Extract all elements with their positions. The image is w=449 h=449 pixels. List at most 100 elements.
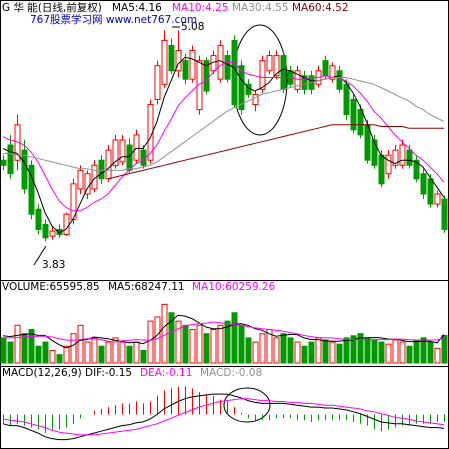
volume-bar	[147, 320, 154, 364]
legend-entry: MA10:60259.26	[192, 281, 276, 293]
legend-entry: MA30:4.55	[232, 2, 289, 14]
candle-body	[294, 70, 301, 90]
volume-bar	[154, 316, 161, 364]
volume-bar	[28, 329, 35, 364]
candle-body	[119, 139, 126, 163]
volume-bar	[378, 341, 385, 364]
indicator-line	[107, 124, 444, 180]
volume-title: VOLUME:65595.85	[2, 281, 100, 293]
volume-bar	[84, 341, 91, 364]
volume-bar	[0, 337, 7, 364]
volume-bar	[308, 341, 315, 364]
candle-body	[105, 149, 112, 180]
candle-body	[231, 39, 238, 106]
volume-bar	[329, 341, 336, 364]
volume-bar	[371, 339, 378, 364]
candle-body	[378, 154, 385, 185]
volume-bar	[21, 333, 28, 364]
candle-body	[392, 149, 399, 166]
volume-bar	[259, 333, 266, 364]
legend-entry: MACD:-0.08	[200, 367, 262, 379]
candle-body	[385, 154, 392, 175]
candle-body	[357, 109, 364, 136]
indicator-line	[2, 61, 445, 212]
candle-body	[350, 98, 357, 131]
legend-entry: MA5:68247.11	[108, 281, 185, 293]
legend-entry: DEA:-0.11	[140, 367, 192, 379]
candle-body	[420, 173, 427, 195]
candle-body	[154, 65, 161, 100]
volume-bar	[14, 324, 21, 364]
candle-body	[7, 144, 14, 175]
candle-body	[42, 223, 49, 239]
candle-body	[49, 230, 56, 237]
candle-body	[14, 124, 21, 161]
candle-body	[329, 65, 336, 80]
candle-body	[161, 39, 168, 85]
volume-bar	[273, 337, 280, 364]
volume-bar	[35, 345, 42, 364]
volume-bar	[112, 337, 119, 364]
volume-bar	[196, 324, 203, 364]
volume-bar	[91, 337, 98, 364]
indicator-line	[2, 393, 445, 441]
candle-body	[224, 55, 231, 80]
volume-bar	[406, 345, 413, 364]
candle-body	[273, 55, 280, 77]
candle-body	[441, 198, 448, 230]
volume-bar	[168, 312, 175, 364]
candle-body	[434, 193, 441, 205]
volume-bar	[238, 324, 245, 364]
volume-bar	[77, 324, 84, 364]
volume-bar	[294, 341, 301, 364]
legend-entry: MA10:4.25	[172, 2, 229, 14]
candle-body	[280, 55, 287, 90]
legend-entry: DIF:-0.15	[85, 367, 132, 379]
volume-bar	[203, 333, 210, 364]
candle-body	[301, 75, 308, 90]
volume-bar	[392, 339, 399, 364]
volume-bar	[126, 345, 133, 364]
volume-bar	[98, 345, 105, 364]
volume-bar	[105, 341, 112, 364]
stock-title: G 华 能(日线,前复权)	[2, 1, 102, 14]
candle-body	[217, 44, 224, 80]
volume-bar	[357, 333, 364, 364]
volume-bar	[322, 339, 329, 364]
volume-bar	[350, 335, 357, 364]
indicator-line	[2, 314, 445, 349]
candle-body	[77, 169, 84, 190]
volume-bar	[56, 354, 63, 364]
volume-bar	[70, 333, 77, 364]
candle-body	[189, 50, 196, 80]
candle-body	[126, 144, 133, 171]
candle-body	[427, 178, 434, 205]
volume-bar	[385, 343, 392, 364]
volume-bar	[7, 341, 14, 364]
volume-bar	[63, 345, 70, 364]
volume-bar	[210, 329, 217, 364]
volume-bar	[49, 349, 56, 364]
indicator-line	[3, 77, 445, 171]
volume-bar	[420, 337, 427, 364]
volume-bar	[175, 320, 182, 364]
candle-body	[168, 44, 175, 72]
volume-bar	[301, 345, 308, 364]
candle-body	[147, 104, 154, 161]
candle-body	[63, 213, 70, 235]
volume-bar	[224, 320, 231, 364]
candle-body	[266, 55, 273, 72]
candle-body	[28, 164, 35, 215]
volume-bar	[287, 337, 294, 364]
volume-bar	[133, 341, 140, 364]
volume-bar	[434, 347, 441, 364]
candle-body	[238, 65, 245, 111]
volume-bar	[119, 341, 126, 364]
low-label: 3.83	[42, 259, 65, 271]
candle-body	[203, 60, 210, 92]
candle-body	[56, 228, 63, 235]
candle-body	[21, 149, 28, 190]
candle-body	[259, 60, 266, 90]
volume-bar	[231, 312, 238, 364]
